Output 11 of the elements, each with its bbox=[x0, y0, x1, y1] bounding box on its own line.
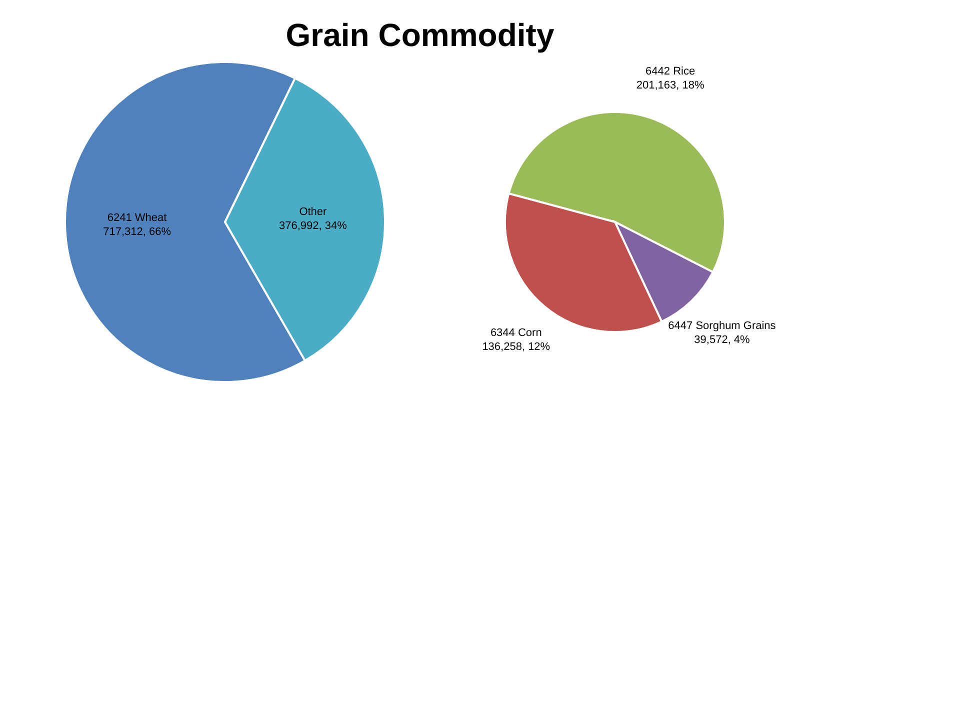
chart-title: Grain Commodity bbox=[286, 17, 554, 53]
data-label: 136,258, 12% bbox=[482, 341, 550, 354]
slice-label: 6442 Rice bbox=[646, 65, 696, 78]
slice-label: 6344 Corn bbox=[490, 327, 542, 340]
data-label: 201,163, 18% bbox=[636, 79, 704, 92]
data-label: 717,312, 66% bbox=[103, 226, 172, 238]
data-label: 376,992, 34% bbox=[279, 220, 348, 232]
data-label: 39,572, 4% bbox=[694, 334, 750, 346]
slice-label: Other bbox=[299, 206, 328, 218]
slice-label: 6447 Sorghum Grains bbox=[668, 320, 776, 332]
slice-label: 6241 Wheat bbox=[107, 212, 167, 224]
